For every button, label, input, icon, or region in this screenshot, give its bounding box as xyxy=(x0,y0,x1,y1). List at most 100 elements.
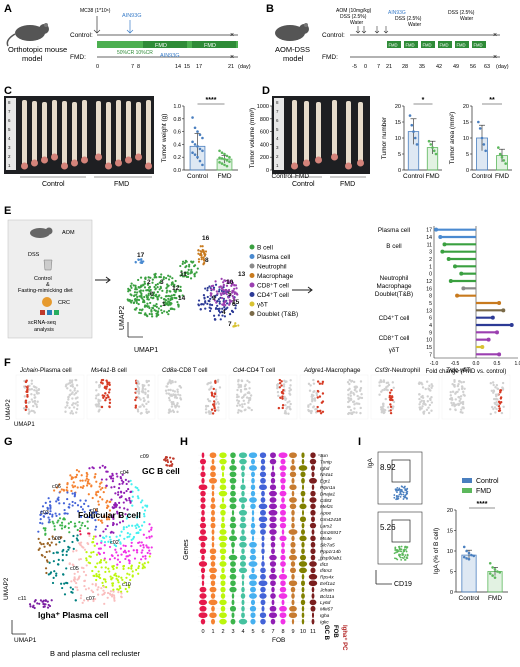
seq-icon-3 xyxy=(54,310,59,315)
umap-cell xyxy=(57,519,60,522)
feature-cell-dot xyxy=(388,391,392,394)
umap-cell xyxy=(56,551,59,554)
gene-label: Mki67 xyxy=(320,607,333,613)
feature-cell-dot xyxy=(137,382,141,385)
umap-cell xyxy=(179,264,182,268)
umap-cell xyxy=(143,509,147,512)
umap-cell xyxy=(139,544,142,547)
umap-cell xyxy=(225,284,229,287)
umap-cell xyxy=(181,272,184,276)
umap-cell xyxy=(136,298,139,301)
violin xyxy=(260,529,266,535)
feature-cell-dot xyxy=(356,402,359,405)
umap-cell xyxy=(227,296,230,299)
umap-cell xyxy=(67,526,70,530)
umap-cell xyxy=(37,537,40,541)
violin xyxy=(269,554,277,561)
legend-swatch xyxy=(249,263,255,269)
a-day-8: 8 xyxy=(137,64,140,70)
feature-cell-dot xyxy=(492,391,495,394)
violin xyxy=(239,561,247,567)
feature-cell-dot xyxy=(249,394,253,397)
violin xyxy=(290,541,296,548)
umap-cell xyxy=(105,518,109,521)
violin xyxy=(198,535,208,542)
umap-cell xyxy=(104,580,107,583)
umap-cell xyxy=(174,296,177,300)
umap-cell xyxy=(129,490,133,493)
violin xyxy=(250,618,256,625)
data-point xyxy=(488,562,492,565)
violin xyxy=(260,465,266,471)
gene-label: Bcl11a xyxy=(320,594,335,600)
flow-dot xyxy=(393,494,396,496)
violin xyxy=(278,593,288,599)
umap-cell xyxy=(122,544,125,547)
feature-cell-dot xyxy=(142,396,145,400)
umap-cell xyxy=(216,292,219,295)
umap-cell xyxy=(148,523,151,526)
cluster-label: c06 xyxy=(52,484,61,490)
feature-cell-dot xyxy=(427,406,430,409)
feature-cell-dot xyxy=(99,381,103,384)
umap-cell xyxy=(145,544,148,547)
umap-cell xyxy=(106,591,110,595)
umap-cell xyxy=(195,271,198,274)
b-day-tick: 7 xyxy=(377,64,380,70)
violin xyxy=(241,490,245,497)
violin xyxy=(249,541,257,548)
violin xyxy=(219,618,227,625)
flow-dot xyxy=(402,557,405,560)
violin xyxy=(278,573,288,580)
b-end-cross-2: × xyxy=(493,54,497,61)
b-fmd-block xyxy=(438,41,452,48)
d-group-fmd: FMD xyxy=(340,181,355,188)
umap-cell xyxy=(144,555,147,558)
violin xyxy=(219,612,227,619)
umap-cell xyxy=(170,302,173,305)
feature-cell-dot xyxy=(141,403,144,406)
umap-cell xyxy=(120,479,123,482)
violin xyxy=(199,522,207,529)
b-day-tick: 0 xyxy=(364,64,367,70)
umap-cell xyxy=(108,558,112,561)
umap-cell xyxy=(143,313,146,316)
e-wf-crc: CRC xyxy=(58,300,70,306)
violin xyxy=(219,484,227,491)
feature-cell: -Macrophage xyxy=(324,367,361,374)
data-point xyxy=(465,549,468,553)
feature-cell-dot xyxy=(492,389,495,392)
feature-cell-dot xyxy=(174,393,177,396)
umap-cell xyxy=(132,301,135,305)
violin xyxy=(219,458,227,465)
feature-cell-dot xyxy=(495,384,499,387)
umap-cell xyxy=(100,566,103,569)
umap-cell xyxy=(49,572,52,575)
umap-cell xyxy=(234,307,237,310)
feature-cell-dot xyxy=(73,389,76,392)
umap-cell xyxy=(94,519,97,522)
umap-cell xyxy=(119,547,122,550)
umap-cell xyxy=(219,296,222,299)
umap-cell xyxy=(183,275,186,278)
umap-cell xyxy=(223,303,226,306)
umap-cell xyxy=(71,588,75,591)
feature-cell-dot xyxy=(66,387,69,390)
mouse-icon-b xyxy=(275,23,309,41)
umap-cell xyxy=(108,500,111,504)
feature-cell-dot xyxy=(277,394,280,398)
data-point xyxy=(410,123,414,127)
umap-cell xyxy=(112,517,115,520)
b-fmd-block xyxy=(421,41,435,48)
violin xyxy=(301,618,305,625)
umap-cell xyxy=(156,310,160,313)
umap-cell xyxy=(95,480,98,483)
violin xyxy=(210,580,216,587)
umap-cell xyxy=(188,265,191,268)
violin xyxy=(198,599,208,606)
umap-cell xyxy=(123,581,126,584)
umap-cell xyxy=(87,478,90,481)
i-gate-control xyxy=(391,459,411,483)
umap-cell xyxy=(83,599,86,602)
umap-cell xyxy=(173,308,176,311)
